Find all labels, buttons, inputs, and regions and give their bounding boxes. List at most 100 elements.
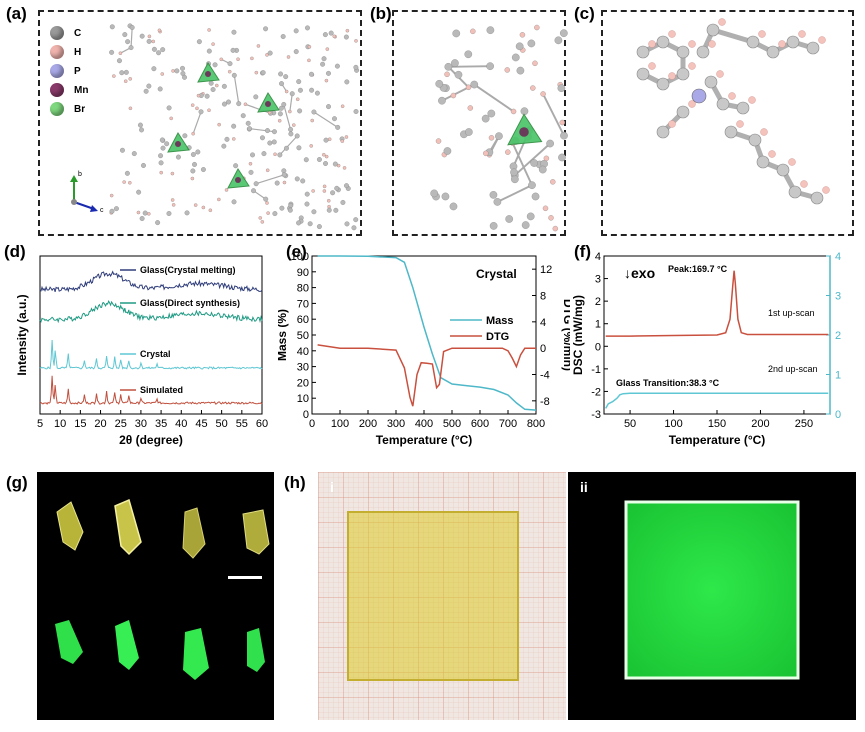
atom-c <box>526 212 535 221</box>
atom-h <box>170 171 175 176</box>
tga-chart: 0 100 200 300 400 500 600 700 800010203040506070… <box>278 251 570 447</box>
atom-c <box>326 70 331 76</box>
atom-c <box>296 220 302 226</box>
svg-text:ii: ii <box>580 479 588 495</box>
atom-c <box>156 50 162 56</box>
atom-c <box>656 77 670 91</box>
atom-c <box>311 109 317 115</box>
atom-swatch <box>50 45 64 59</box>
atom-c <box>231 199 237 205</box>
atom-c <box>236 101 242 107</box>
atom-c <box>322 32 328 38</box>
atom-h <box>195 106 199 111</box>
crystal-packing-diagram: b c <box>70 23 360 231</box>
y2-tick-label: -8 <box>540 396 550 408</box>
scale-bar <box>228 576 262 579</box>
atom-c <box>308 71 314 77</box>
x-tick-label: 10 <box>54 418 66 430</box>
atom-c <box>449 202 458 211</box>
atom-c <box>182 133 188 139</box>
y-tick-label: 0 <box>303 409 309 421</box>
atom-c <box>279 81 284 87</box>
bond <box>313 111 339 128</box>
atom-h <box>332 34 337 39</box>
atom-h <box>171 203 176 207</box>
y-tick-label: 30 <box>297 362 309 374</box>
atom-c <box>716 97 730 111</box>
atom-h <box>327 137 332 141</box>
atom-h <box>224 188 229 192</box>
y2-tick-label: 4 <box>835 251 841 263</box>
atom-h <box>159 170 163 175</box>
atom-h <box>307 45 312 49</box>
atom-c <box>676 67 690 81</box>
atom-c <box>443 147 452 155</box>
atom-h <box>128 106 133 111</box>
atom-c <box>231 123 237 129</box>
atom-c <box>486 26 495 34</box>
atom-c <box>166 105 172 111</box>
atom-c <box>294 176 300 182</box>
atom-h <box>718 18 726 26</box>
bond <box>542 93 565 137</box>
atom-c <box>438 96 446 105</box>
atom-h <box>151 39 156 44</box>
atom-c <box>280 34 286 39</box>
atom-c <box>182 74 187 80</box>
atom-c <box>263 26 269 32</box>
x-tick-label: 15 <box>74 418 86 430</box>
atom-h <box>736 120 744 128</box>
atom-c <box>321 56 327 62</box>
x-tick-label: 40 <box>175 418 187 430</box>
y-tick-label: 40 <box>297 346 309 358</box>
atom-c <box>444 63 453 71</box>
atom-c <box>776 163 790 177</box>
atom-c <box>141 163 146 168</box>
mn-atom <box>175 141 181 147</box>
atom-c <box>122 32 128 38</box>
atom-h <box>266 211 270 215</box>
y-tick-label: -2 <box>591 386 601 398</box>
x-tick-label: 25 <box>115 418 127 430</box>
bond <box>233 75 240 104</box>
bond <box>249 128 275 133</box>
atom-c <box>297 87 303 93</box>
atom-c <box>696 45 710 59</box>
bond <box>283 104 292 130</box>
atom-c <box>309 87 315 93</box>
atom-c <box>554 36 563 45</box>
svg-text:i: i <box>330 479 334 495</box>
scan-1-label: 1st up-scan <box>768 308 815 318</box>
legend-label: Mass <box>486 315 514 327</box>
atom-h <box>282 180 287 185</box>
atom-c <box>487 109 496 118</box>
x-tick-label: 200 <box>751 418 769 430</box>
atom-c <box>180 65 185 71</box>
glass-transition-annotation: Glass Transition:38.3 °C <box>616 378 720 388</box>
y-tick-label: 3 <box>595 274 601 286</box>
atom-c <box>656 35 670 49</box>
atom-h <box>112 74 116 78</box>
atom-c <box>287 207 293 213</box>
atom-h <box>248 161 253 166</box>
atom-c <box>430 189 439 198</box>
bond <box>279 135 298 156</box>
atom-h <box>345 28 350 33</box>
atom-c <box>810 191 824 205</box>
atom-c <box>748 133 762 147</box>
atom-h <box>147 34 152 39</box>
atom-c <box>353 217 359 223</box>
atom-c <box>278 105 284 111</box>
atom-c <box>128 45 134 51</box>
atom-c <box>231 29 237 35</box>
atom-c <box>222 101 227 107</box>
atom-h <box>326 199 331 203</box>
atom-c <box>137 122 143 128</box>
atom-h <box>208 208 213 213</box>
bond <box>473 83 515 113</box>
atom-h <box>344 135 349 139</box>
y-axis-label: Intensity (a.u.) <box>15 294 29 375</box>
atom-c <box>158 153 164 159</box>
panel-label-d: (d) <box>4 242 26 261</box>
atom-h <box>260 220 265 224</box>
